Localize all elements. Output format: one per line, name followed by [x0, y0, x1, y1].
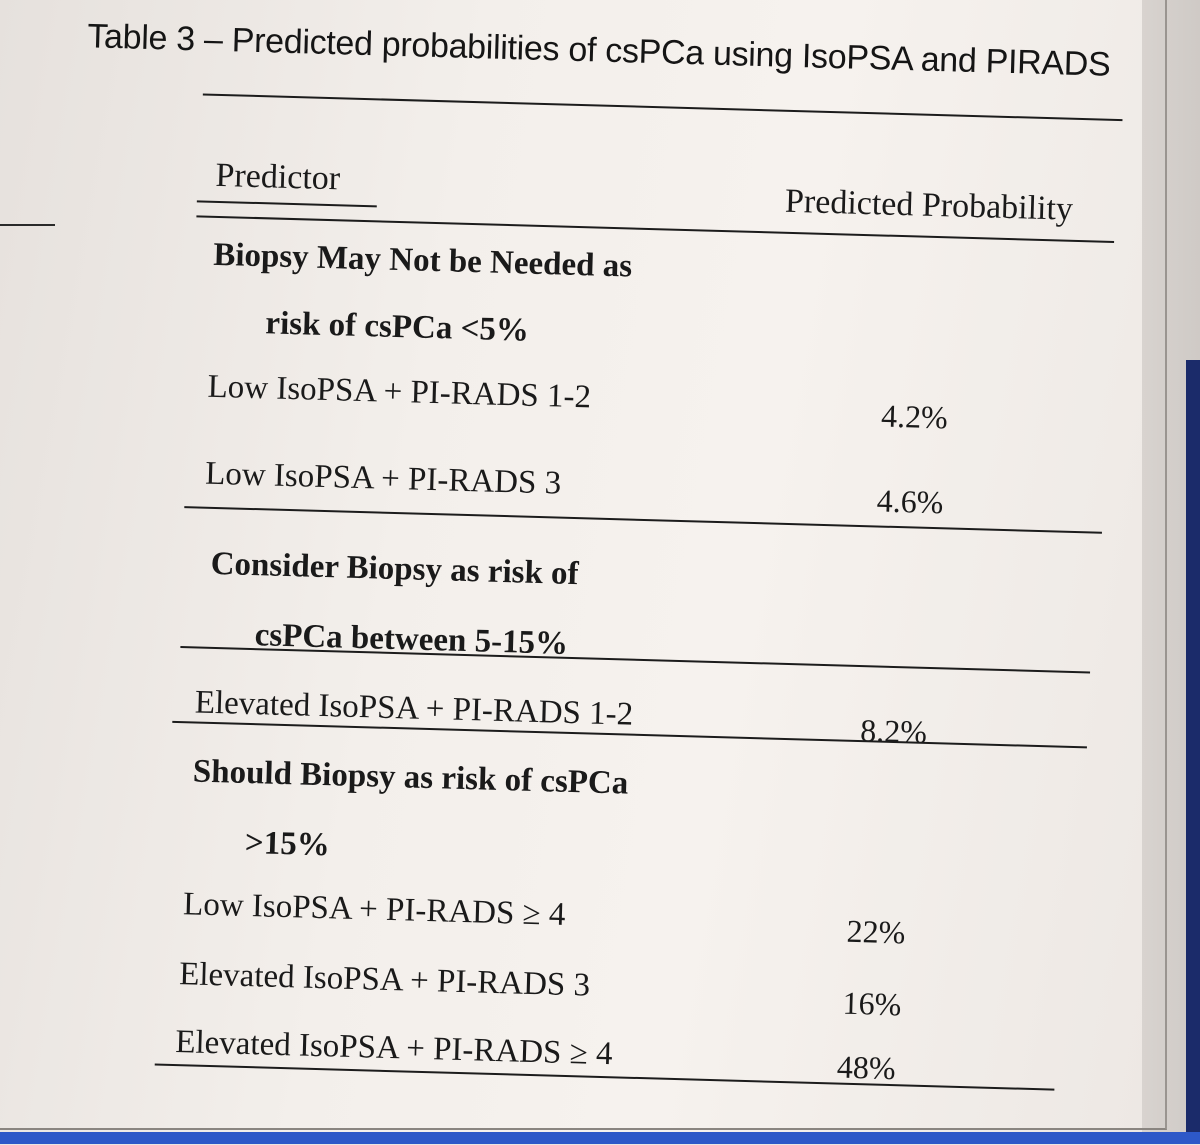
bottom-blue-band — [0, 1132, 1200, 1144]
row-probability: 4.6% — [876, 482, 944, 521]
section-heading-cont: risk of csPCa <5% — [264, 305, 530, 349]
section-heading: Should Biopsy as risk of csPCa — [192, 753, 629, 802]
poster-panel — [0, 0, 1167, 1130]
row-probability: 4.2% — [880, 397, 949, 436]
section-rule — [184, 506, 1102, 534]
header-predictor: Predictor — [215, 156, 341, 198]
row-predictor: Elevated IsoPSA + PI-RADS 1-2 — [194, 684, 634, 733]
section-rule — [180, 646, 1091, 674]
section-heading: Consider Biopsy as risk of — [210, 545, 580, 593]
panel-edge — [1142, 0, 1200, 1135]
row-probability: 22% — [846, 912, 906, 951]
section-heading-cont: >15% — [244, 824, 331, 864]
adjacent-table-rule — [0, 224, 55, 226]
section-heading: Biopsy May Not be Needed as — [212, 236, 633, 285]
row-predictor: Low IsoPSA + PI-RADS 1-2 — [207, 368, 592, 416]
header-probability: Predicted Probability — [784, 182, 1074, 228]
row-probability: 48% — [836, 1048, 897, 1087]
row-predictor: Elevated IsoPSA + PI-RADS 3 — [178, 956, 591, 1004]
row-probability: 16% — [842, 984, 902, 1023]
row-predictor: Low IsoPSA + PI-RADS ≥ 4 — [182, 886, 566, 933]
row-probability: 8.2% — [859, 712, 928, 750]
panel-edge-dark — [1186, 360, 1200, 1135]
top-rule — [202, 93, 1123, 122]
header-predictor-underline — [196, 200, 377, 208]
probability-table: Table 3 – Predicted probabilities of csP… — [49, 15, 1179, 1145]
row-predictor: Low IsoPSA + PI-RADS 3 — [204, 455, 562, 502]
